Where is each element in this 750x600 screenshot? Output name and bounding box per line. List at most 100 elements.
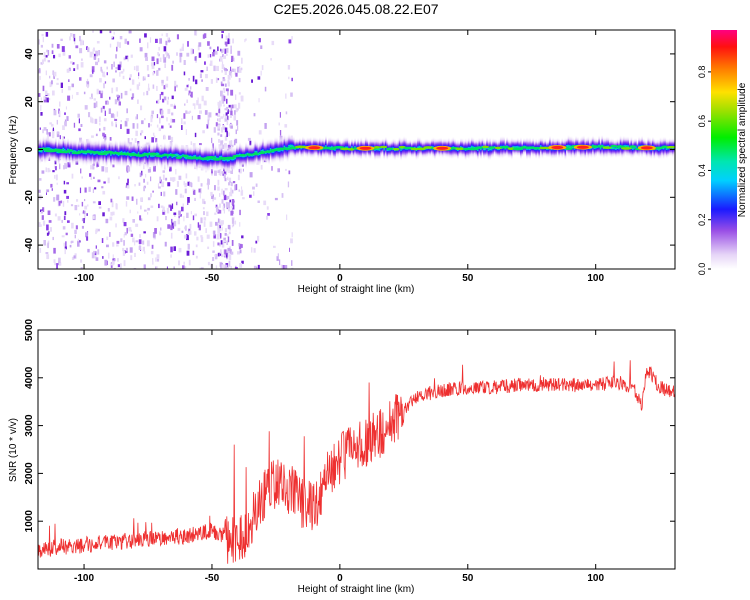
spectral-speckle xyxy=(52,70,55,75)
spectral-speckle xyxy=(170,103,173,107)
spectral-speckle xyxy=(141,170,143,176)
ridge-core xyxy=(239,153,246,157)
spectral-speckle xyxy=(237,174,240,181)
spectral-speckle xyxy=(45,32,49,37)
spectral-speckle xyxy=(40,44,43,48)
spectral-speckle xyxy=(225,35,228,40)
spectral-speckle xyxy=(200,70,204,73)
spectral-speckle xyxy=(143,164,145,170)
ridge-strip xyxy=(232,146,235,172)
spectral-speckle xyxy=(65,106,67,110)
spectral-speckle xyxy=(122,68,125,72)
y-tick-label: -20 xyxy=(24,190,35,205)
spectral-speckle xyxy=(291,260,293,266)
ridge-strip xyxy=(150,144,152,167)
spectral-speckle xyxy=(159,94,161,100)
spectral-speckle xyxy=(217,242,220,246)
spectral-speckle xyxy=(116,240,120,244)
ridge-core xyxy=(57,150,70,154)
spectral-speckle xyxy=(171,112,174,116)
spectral-speckle xyxy=(108,252,110,259)
spectral-speckle xyxy=(159,117,161,124)
ridge-core xyxy=(423,146,433,149)
spectral-speckle xyxy=(282,265,285,269)
spectral-speckle xyxy=(274,197,278,201)
spectral-speckle xyxy=(87,47,90,53)
spectrogram-ticks: -100 -50 0 50 100 -40 -20 0 20 40 xyxy=(24,30,675,284)
spectral-speckle xyxy=(58,201,61,206)
spectral-speckle xyxy=(152,72,155,76)
spectral-speckle xyxy=(158,46,160,51)
spectral-speckle xyxy=(123,57,126,61)
spectral-speckle xyxy=(234,110,236,116)
spectral-speckle xyxy=(135,130,138,137)
spectral-speckle xyxy=(66,116,69,121)
spectral-speckle xyxy=(156,58,159,65)
spectral-speckle xyxy=(229,249,232,254)
spectral-speckle xyxy=(231,218,235,224)
spectral-speckle xyxy=(156,258,160,262)
spectral-speckle xyxy=(220,249,222,254)
spectral-speckle xyxy=(225,201,228,208)
spectral-speckle xyxy=(234,184,236,191)
ridge-strip xyxy=(251,144,254,167)
spectral-speckle xyxy=(194,30,197,36)
spectral-speckle xyxy=(256,267,258,269)
spectral-speckle xyxy=(181,118,183,125)
spectral-speckle xyxy=(158,186,161,189)
spectral-speckle xyxy=(258,98,260,103)
spectral-speckle xyxy=(145,173,147,178)
spectral-speckle xyxy=(152,258,154,262)
spectral-speckle xyxy=(139,38,141,43)
spectral-speckle xyxy=(253,248,256,253)
ridge-strip xyxy=(228,146,231,173)
spectral-speckle xyxy=(220,233,222,239)
ridge-strip xyxy=(625,136,628,157)
spectral-speckle xyxy=(193,189,196,195)
spectral-speckle xyxy=(230,266,232,269)
spectral-speckle xyxy=(70,204,74,207)
spectral-speckle xyxy=(217,218,220,223)
spectral-speckle xyxy=(143,231,146,234)
spectral-speckle xyxy=(112,258,115,265)
spectral-speckle xyxy=(136,84,140,90)
spectral-speckle xyxy=(194,213,197,217)
spectral-speckle xyxy=(161,125,164,129)
spectral-speckle xyxy=(215,265,218,269)
spectral-speckle xyxy=(95,228,98,233)
spectral-speckle xyxy=(106,66,108,70)
spectral-speckle xyxy=(186,52,190,57)
spectral-speckle xyxy=(163,57,167,63)
spectral-speckle xyxy=(228,110,230,113)
spectral-speckle xyxy=(213,234,216,239)
spectral-speckle xyxy=(159,57,162,62)
spectral-speckle xyxy=(138,82,141,86)
spectral-speckle xyxy=(148,83,150,88)
spectral-speckle xyxy=(95,245,97,249)
spectral-speckle xyxy=(73,37,76,42)
spectral-speckle xyxy=(232,224,235,227)
spectral-speckle xyxy=(146,90,149,96)
spectral-speckle xyxy=(113,31,115,35)
spectral-speckle xyxy=(131,79,135,85)
spectral-speckle xyxy=(138,182,141,186)
spectral-speckle xyxy=(226,131,228,137)
spectral-speckle xyxy=(188,259,191,266)
spectral-speckle xyxy=(117,264,121,268)
spectral-speckle xyxy=(223,87,226,93)
spectral-speckle xyxy=(219,203,221,208)
spectral-speckle xyxy=(75,225,78,230)
spectral-speckle xyxy=(224,188,228,191)
spectral-speckle xyxy=(221,64,225,69)
spectral-speckle xyxy=(87,204,89,207)
spectral-speckle xyxy=(126,196,130,200)
spectral-speckle xyxy=(221,127,224,133)
spectral-speckle xyxy=(227,109,229,114)
spectral-speckle xyxy=(60,82,63,88)
spectral-speckle xyxy=(51,123,54,127)
spectral-speckle xyxy=(182,195,184,198)
ridge-strip xyxy=(300,138,303,159)
spectral-speckle xyxy=(228,231,231,235)
ridge-strip xyxy=(272,138,275,164)
spectral-speckle xyxy=(68,55,71,59)
